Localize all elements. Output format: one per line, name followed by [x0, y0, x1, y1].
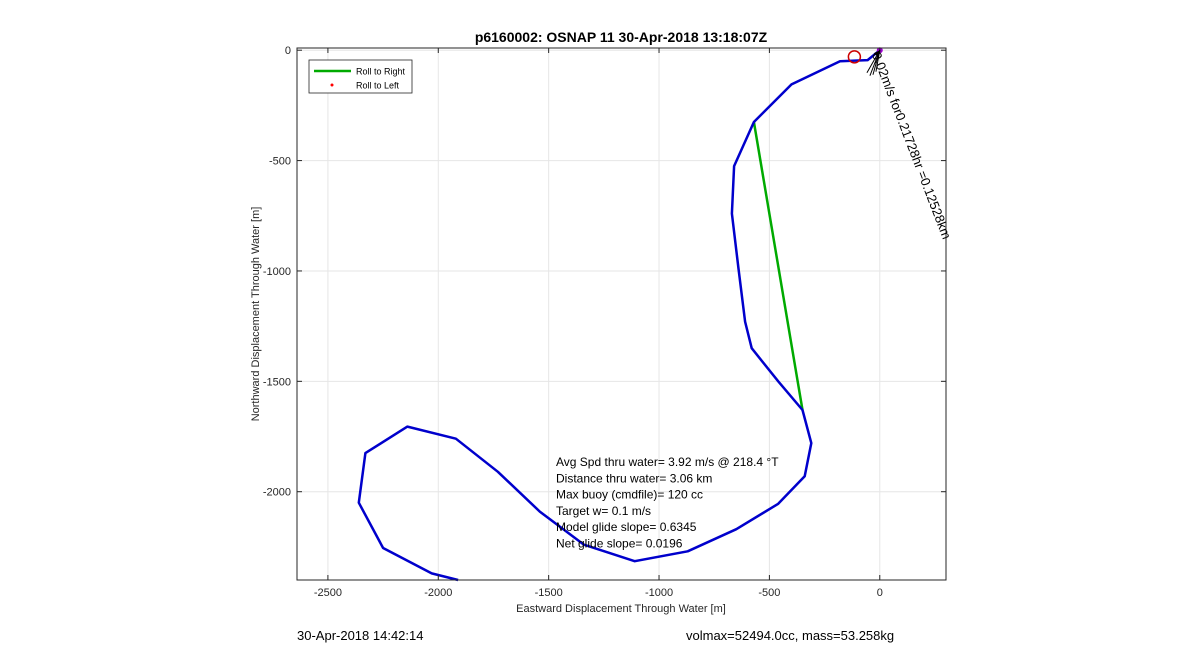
legend: Roll to Right Roll to Left [308, 59, 413, 94]
y-tick-label: -500 [269, 156, 291, 168]
y-tick-label: -1000 [263, 266, 291, 278]
current-arrowhead [873, 50, 880, 58]
stats-line: Net glide slope= 0.0196 [556, 537, 683, 551]
x-tick-label: -1000 [645, 587, 673, 599]
x-tick-label: -2000 [424, 587, 452, 599]
start-marker [847, 50, 862, 64]
legend-label-roll-left: Roll to Left [356, 81, 400, 91]
x-tick-label: -2500 [314, 587, 342, 599]
legend-swatch-roll-left [330, 83, 334, 87]
x-tick-label: -1500 [535, 587, 563, 599]
footer-volmax-mass: volmax=52494.0cc, mass=53.258kg [686, 628, 895, 643]
legend-box [308, 59, 413, 94]
grid-lines [297, 48, 946, 580]
stats-line: Max buoy (cmdfile)= 120 cc [556, 488, 703, 502]
y-tick-label: 0 [285, 45, 291, 57]
chart-title: p6160002: OSNAP 11 30-Apr-2018 13:18:07Z [475, 29, 768, 45]
y-axis-label: Northward Displacement Through Water [m] [250, 207, 262, 422]
stats-annotation: Avg Spd thru water= 3.92 m/s @ 218.4 °T D… [556, 455, 779, 551]
x-tick-label: -500 [758, 587, 780, 599]
legend-label-roll-right: Roll to Right [356, 67, 406, 77]
series-track [357, 49, 881, 582]
y-tick-label: -2000 [263, 487, 291, 499]
x-tick-label: 0 [877, 587, 883, 599]
x-axis-label: Eastward Displacement Through Water [m] [516, 603, 726, 615]
stats-line: Distance thru water= 3.06 km [556, 471, 712, 485]
stats-line: Avg Spd thru water= 3.92 m/s @ 218.4 °T [556, 455, 779, 469]
series-roll-to-right [752, 121, 804, 411]
stats-line: Target w= 0.1 m/s [556, 504, 651, 518]
axes-box [296, 47, 947, 581]
stats-line: Model glide slope= 0.6345 [556, 520, 697, 534]
axes: -2500 -2000 -1500 -1000 -500 0 0 -500 -1000 -1500… [263, 45, 947, 599]
y-tick-label: -1500 [263, 376, 291, 388]
footer-date: 30-Apr-2018 14:42:14 [297, 628, 424, 643]
